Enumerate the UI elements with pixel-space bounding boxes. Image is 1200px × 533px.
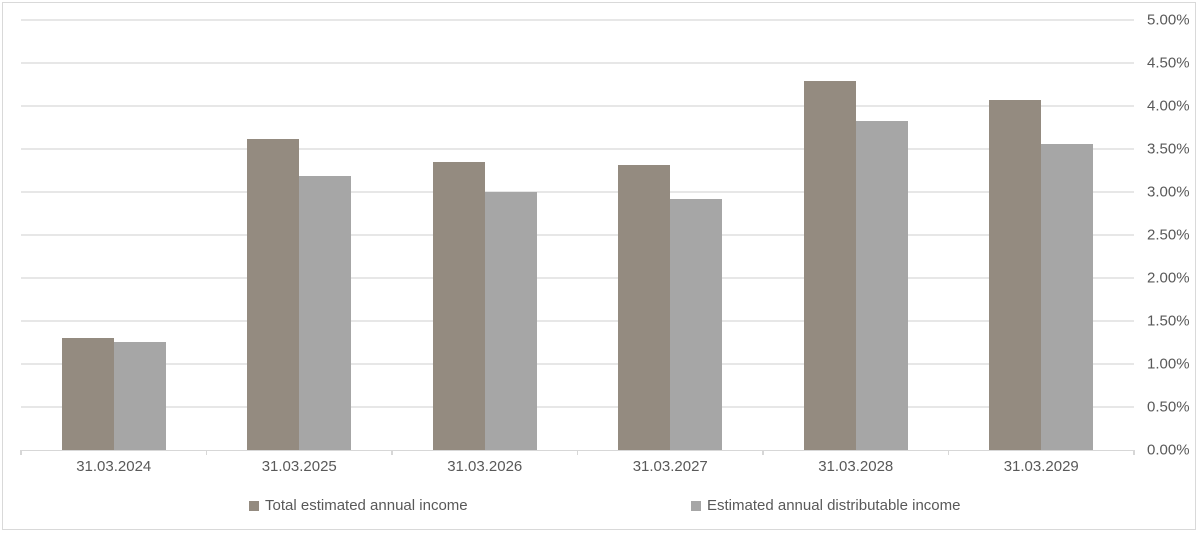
bar-series1-31.03.2025: [247, 138, 300, 450]
x-axis-tick: [947, 450, 950, 455]
y-tick-label-2.50%: 2.50%: [1147, 226, 1190, 244]
x-tick-label-31.03.2027: 31.03.2027: [632, 458, 708, 475]
gridline-4.50%: [21, 62, 1134, 64]
y-tick-label-4.50%: 4.50%: [1147, 54, 1190, 72]
x-axis-tick: [762, 450, 764, 455]
bar-series2-31.03.2026: [484, 192, 537, 450]
y-tick-label-5.00%: 5.00%: [1147, 11, 1190, 29]
y-tick-label-0.50%: 0.50%: [1147, 398, 1190, 416]
legend-label: Estimated annual distributable income: [707, 497, 961, 514]
bar-series1-31.03.2028: [803, 81, 856, 450]
gridline-3.50%: [21, 148, 1134, 150]
gridline-2.50%: [21, 234, 1134, 236]
legend-item-series1: Total estimated annual income: [249, 497, 468, 514]
gridline-1.00%: [21, 363, 1134, 365]
bar-series1-31.03.2027: [618, 165, 671, 450]
y-tick-label-4.00%: 4.00%: [1147, 97, 1190, 115]
bar-series1-31.03.2029: [989, 99, 1042, 450]
gridline-4.00%: [21, 105, 1134, 107]
gridline-5.00%: [21, 19, 1134, 21]
y-tick-label-0.00%: 0.00%: [1147, 441, 1190, 459]
bar-series2-31.03.2025: [299, 175, 352, 450]
legend-label: Total estimated annual income: [265, 497, 468, 514]
bar-series2-31.03.2024: [113, 341, 166, 450]
x-axis-tick: [391, 450, 393, 455]
bar-series2-31.03.2028: [855, 121, 908, 450]
y-tick-label-3.50%: 3.50%: [1147, 140, 1190, 158]
bar-series1-31.03.2026: [432, 161, 485, 450]
gridline-0.50%: [21, 406, 1134, 408]
x-tick-label-31.03.2025: 31.03.2025: [261, 458, 337, 475]
y-tick-label-2.00%: 2.00%: [1147, 269, 1190, 287]
x-axis-tick: [576, 450, 579, 455]
y-tick-label-1.50%: 1.50%: [1147, 312, 1190, 330]
x-axis-tick: [205, 450, 208, 455]
gridline-3.00%: [21, 191, 1134, 193]
y-tick-label-3.00%: 3.00%: [1147, 183, 1190, 201]
legend-item-series2: Estimated annual distributable income: [691, 497, 960, 514]
gridline-1.50%: [21, 320, 1134, 322]
y-tick-label-1.00%: 1.00%: [1147, 355, 1190, 373]
legend-swatch-icon: [691, 500, 701, 511]
bar-series2-31.03.2027: [670, 198, 723, 450]
plot-area: [20, 19, 1135, 455]
bar-series2-31.03.2029: [1041, 143, 1094, 450]
x-axis-tick: [1133, 450, 1135, 455]
x-tick-label-31.03.2028: 31.03.2028: [818, 458, 894, 475]
x-tick-label-31.03.2024: 31.03.2024: [76, 458, 152, 475]
x-tick-label-31.03.2026: 31.03.2026: [447, 458, 523, 475]
gridline-2.00%: [21, 277, 1134, 279]
bar-series1-31.03.2024: [61, 338, 114, 450]
legend-swatch-icon: [249, 500, 259, 511]
x-tick-label-31.03.2029: 31.03.2029: [1003, 458, 1079, 475]
x-axis-tick: [20, 450, 22, 455]
